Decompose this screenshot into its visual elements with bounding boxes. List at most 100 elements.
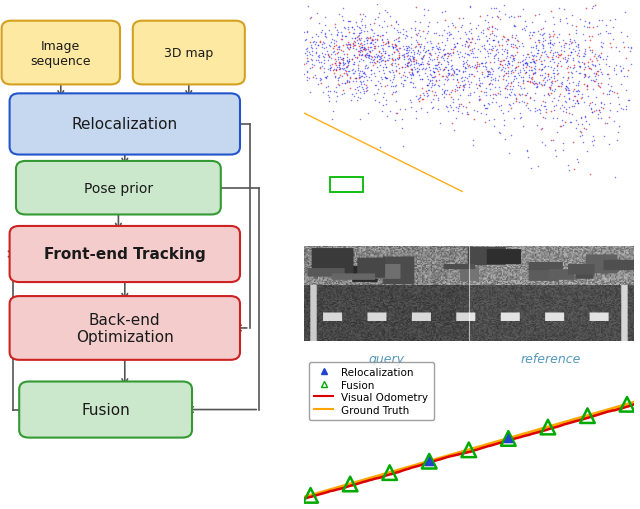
Point	[404, 44, 415, 52]
Point	[580, 37, 591, 45]
Point	[532, 50, 542, 58]
Point	[332, 64, 342, 72]
Point	[447, 71, 458, 79]
Point	[391, 46, 401, 54]
Point	[502, 47, 512, 55]
Point	[349, 35, 360, 43]
Point	[463, 91, 473, 99]
Point	[458, 77, 468, 85]
Point	[570, 100, 580, 108]
Point	[363, 51, 373, 60]
Point	[335, 65, 345, 73]
Point	[573, 44, 584, 52]
Point	[515, 98, 525, 106]
Point	[551, 52, 561, 61]
Point	[391, 63, 401, 71]
Point	[482, 73, 492, 81]
Point	[485, 80, 495, 88]
Point	[465, 90, 476, 98]
Point	[391, 88, 401, 96]
Point	[429, 81, 439, 90]
Point	[387, 62, 397, 70]
Point	[481, 25, 492, 33]
Point	[582, 82, 592, 91]
Point	[384, 52, 394, 60]
Point	[417, 90, 428, 98]
Point	[502, 86, 513, 94]
Point	[500, 135, 510, 144]
Point	[458, 60, 468, 68]
Point	[352, 22, 362, 31]
Point	[333, 74, 344, 82]
Point	[509, 51, 520, 60]
Point	[536, 25, 546, 34]
Point	[401, 62, 412, 70]
Point	[493, 38, 503, 46]
Point	[486, 6, 496, 14]
Point	[593, 53, 603, 61]
Point	[484, 81, 494, 89]
Point	[450, 86, 460, 94]
Point	[452, 50, 463, 59]
Point	[610, 174, 620, 182]
Point	[386, 61, 396, 69]
Point	[338, 66, 348, 74]
Point	[361, 50, 371, 59]
Point	[456, 101, 466, 109]
Point	[415, 43, 425, 51]
Point	[522, 77, 532, 86]
Point	[484, 100, 494, 108]
Point	[465, 47, 475, 55]
Point	[311, 50, 321, 58]
Point	[378, 90, 388, 98]
Point	[609, 67, 620, 75]
Point	[390, 89, 401, 97]
Point	[307, 47, 317, 55]
Point	[566, 49, 576, 57]
Point	[597, 44, 607, 52]
Point	[359, 45, 369, 53]
Point	[333, 62, 344, 70]
Point	[481, 111, 492, 119]
Point	[320, 14, 330, 22]
Point	[403, 52, 413, 60]
Point	[465, 3, 476, 11]
Point	[525, 95, 535, 103]
Point	[411, 56, 421, 65]
Point	[431, 62, 442, 70]
Point	[497, 42, 507, 50]
Point	[557, 101, 568, 109]
Point	[427, 77, 437, 85]
Point	[542, 53, 552, 62]
Point	[314, 42, 324, 50]
Point	[433, 95, 443, 103]
Point	[433, 61, 443, 69]
Point	[484, 49, 495, 58]
Point	[348, 40, 358, 48]
Point	[385, 13, 396, 21]
Text: Pose prior: Pose prior	[84, 181, 153, 195]
Point	[522, 146, 532, 154]
Point	[396, 80, 406, 88]
Point	[524, 73, 534, 81]
Point	[390, 18, 401, 26]
Point	[515, 69, 525, 77]
Point	[372, 64, 382, 72]
Point	[356, 27, 366, 35]
Point	[323, 92, 333, 100]
Point	[596, 68, 606, 76]
Point	[333, 30, 343, 38]
Point	[365, 35, 375, 43]
Point	[362, 36, 372, 44]
Point	[343, 41, 353, 49]
Point	[561, 87, 571, 95]
Point	[492, 46, 502, 54]
Point	[527, 55, 537, 64]
Point	[487, 66, 497, 74]
Point	[388, 45, 398, 53]
Point	[556, 46, 566, 54]
Point	[543, 71, 553, 79]
Point	[330, 23, 340, 32]
Point	[492, 26, 502, 35]
Point	[356, 52, 367, 60]
